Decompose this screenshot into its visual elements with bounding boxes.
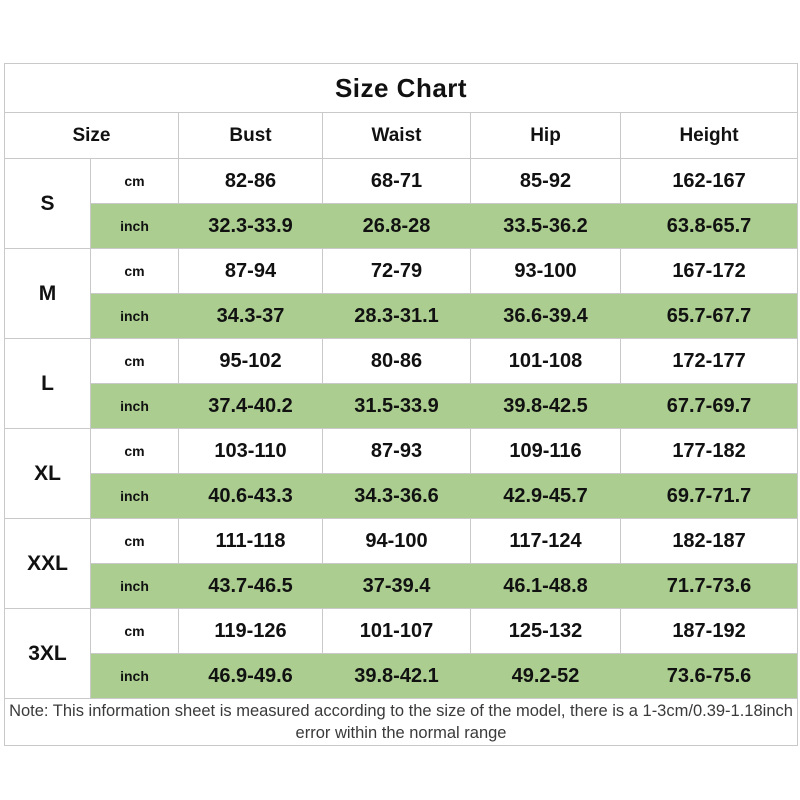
waist-inch-value: 28.3-31.1 xyxy=(322,293,471,339)
hip-cm-value: 109-116 xyxy=(470,428,621,474)
bust-cm-value: 95-102 xyxy=(178,338,323,384)
table-row: inch 40.6-43.3 34.3-36.6 42.9-45.7 69.7-… xyxy=(5,473,799,519)
height-cm-value: 177-182 xyxy=(619,428,799,474)
waist-inch-value: 26.8-28 xyxy=(322,203,471,249)
hip-cm-value: 85-92 xyxy=(470,158,621,204)
size-label-s: S xyxy=(4,158,91,249)
height-cm-value: 167-172 xyxy=(619,248,799,294)
waist-cm-value: 94-100 xyxy=(322,518,471,564)
column-header-bust: Bust xyxy=(178,112,323,159)
header-row: Size Bust Waist Hip Height xyxy=(4,112,799,159)
column-header-height: Height xyxy=(619,112,799,159)
height-inch-value: 69.7-71.7 xyxy=(619,473,799,519)
height-inch-value: 65.7-67.7 xyxy=(619,293,799,339)
hip-inch-value: 49.2-52 xyxy=(470,653,621,699)
unit-label-cm: cm xyxy=(90,158,179,204)
unit-label-cm: cm xyxy=(90,428,179,474)
table-row: XXL cm 111-118 94-100 117-124 182-187 xyxy=(4,518,799,609)
table-row: inch 37.4-40.2 31.5-33.9 39.8-42.5 67.7-… xyxy=(5,383,799,429)
column-header-hip: Hip xyxy=(470,112,621,159)
waist-inch-value: 39.8-42.1 xyxy=(322,653,471,699)
column-header-size: Size xyxy=(4,112,179,159)
height-inch-value: 67.7-69.7 xyxy=(619,383,799,429)
hip-inch-value: 46.1-48.8 xyxy=(470,563,621,609)
hip-inch-value: 33.5-36.2 xyxy=(470,203,621,249)
unit-label-cm: cm xyxy=(90,248,179,294)
hip-cm-value: 117-124 xyxy=(470,518,621,564)
bust-cm-value: 111-118 xyxy=(178,518,323,564)
waist-inch-value: 37-39.4 xyxy=(322,563,471,609)
size-label-m: M xyxy=(4,248,91,339)
bust-inch-value: 43.7-46.5 xyxy=(178,563,323,609)
hip-inch-value: 42.9-45.7 xyxy=(470,473,621,519)
bust-inch-value: 37.4-40.2 xyxy=(178,383,323,429)
bust-cm-value: 103-110 xyxy=(178,428,323,474)
note-row: Note: This information sheet is measured… xyxy=(3,698,799,746)
size-label-xl: XL xyxy=(4,428,91,519)
size-label-l: L xyxy=(4,338,91,429)
title-row: Size Chart xyxy=(3,63,799,113)
waist-cm-value: 68-71 xyxy=(322,158,471,204)
unit-label-inch: inch xyxy=(90,473,179,519)
unit-label-cm: cm xyxy=(90,608,179,654)
height-cm-value: 162-167 xyxy=(619,158,799,204)
size-label-xxl: XXL xyxy=(4,518,91,609)
unit-label-inch: inch xyxy=(90,653,179,699)
table-row: inch 43.7-46.5 37-39.4 46.1-48.8 71.7-73… xyxy=(5,563,799,609)
height-inch-value: 73.6-75.6 xyxy=(619,653,799,699)
waist-cm-value: 80-86 xyxy=(322,338,471,384)
hip-inch-value: 39.8-42.5 xyxy=(470,383,621,429)
unit-label-inch: inch xyxy=(90,293,179,339)
height-cm-value: 182-187 xyxy=(619,518,799,564)
size-label-3xl: 3XL xyxy=(4,608,91,699)
table-row: S cm 82-86 68-71 85-92 162-167 xyxy=(4,158,799,249)
table-row: L cm 95-102 80-86 101-108 172-177 xyxy=(4,338,799,429)
unit-label-inch: inch xyxy=(90,383,179,429)
unit-label-cm: cm xyxy=(90,338,179,384)
bust-inch-value: 34.3-37 xyxy=(178,293,323,339)
note-text: Note: This information sheet is measured… xyxy=(3,698,799,746)
bust-inch-value: 40.6-43.3 xyxy=(178,473,323,519)
height-cm-value: 187-192 xyxy=(619,608,799,654)
waist-inch-value: 31.5-33.9 xyxy=(322,383,471,429)
hip-cm-value: 125-132 xyxy=(470,608,621,654)
page-title: Size Chart xyxy=(3,63,799,113)
size-chart-table: Size Chart Size Bust Waist Hip Height S … xyxy=(3,63,799,746)
height-cm-value: 172-177 xyxy=(619,338,799,384)
table-row: inch 46.9-49.6 39.8-42.1 49.2-52 73.6-75… xyxy=(5,653,799,699)
bust-inch-value: 46.9-49.6 xyxy=(178,653,323,699)
bust-cm-value: 82-86 xyxy=(178,158,323,204)
table-row: XL cm 103-110 87-93 109-116 177-182 xyxy=(4,428,799,519)
bust-cm-value: 119-126 xyxy=(178,608,323,654)
unit-label-inch: inch xyxy=(90,203,179,249)
waist-cm-value: 72-79 xyxy=(322,248,471,294)
table-row: 3XL cm 119-126 101-107 125-132 187-192 xyxy=(4,608,799,699)
hip-cm-value: 93-100 xyxy=(470,248,621,294)
bust-cm-value: 87-94 xyxy=(178,248,323,294)
table-row: inch 34.3-37 28.3-31.1 36.6-39.4 65.7-67… xyxy=(5,293,799,339)
hip-cm-value: 101-108 xyxy=(470,338,621,384)
column-header-waist: Waist xyxy=(322,112,471,159)
bust-inch-value: 32.3-33.9 xyxy=(178,203,323,249)
table-row: M cm 87-94 72-79 93-100 167-172 xyxy=(4,248,799,339)
height-inch-value: 63.8-65.7 xyxy=(619,203,799,249)
height-inch-value: 71.7-73.6 xyxy=(619,563,799,609)
waist-cm-value: 101-107 xyxy=(322,608,471,654)
unit-label-cm: cm xyxy=(90,518,179,564)
size-chart-container: Size Chart Size Bust Waist Hip Height S … xyxy=(3,63,799,746)
unit-label-inch: inch xyxy=(90,563,179,609)
hip-inch-value: 36.6-39.4 xyxy=(470,293,621,339)
table-row: inch 32.3-33.9 26.8-28 33.5-36.2 63.8-65… xyxy=(5,203,799,249)
waist-cm-value: 87-93 xyxy=(322,428,471,474)
waist-inch-value: 34.3-36.6 xyxy=(322,473,471,519)
